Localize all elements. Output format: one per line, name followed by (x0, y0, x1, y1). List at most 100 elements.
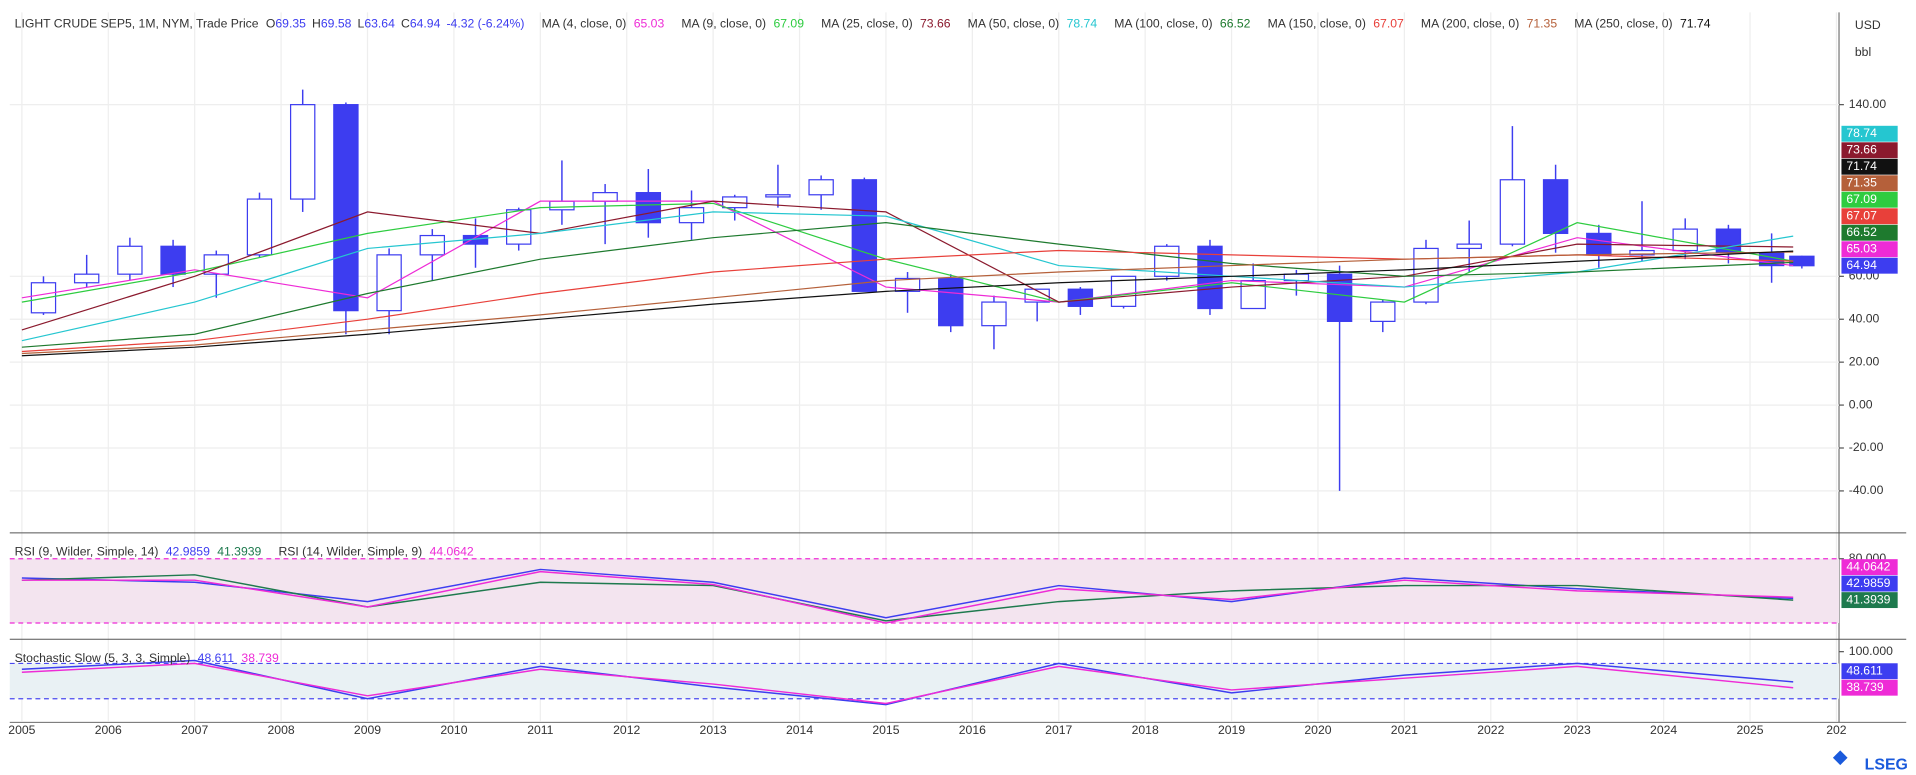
legend-name: MA (4, close, 0) (542, 17, 627, 31)
ohlc-prefix: H (312, 17, 321, 31)
legend-name: MA (250, close, 0) (1574, 17, 1672, 31)
candle-body (851, 179, 878, 292)
x-tick-label: 2009 (354, 723, 381, 737)
legend-name: RSI (14, Wilder, Simple, 9) (278, 545, 422, 559)
legend-value: 71.35 (1527, 17, 1558, 31)
y-tick-label: -40.00 (1849, 483, 1884, 497)
moving-average (21, 200, 1794, 331)
x-tick-label: 2015 (872, 723, 899, 737)
candle-body (73, 273, 100, 284)
value-badge-label: 71.35 (1846, 175, 1877, 189)
legend-value: 38.739 (241, 651, 279, 665)
y-tick-label: 140.00 (1849, 97, 1887, 111)
candle-body (419, 234, 446, 256)
value-badge-label: 67.09 (1846, 192, 1877, 206)
candle-body (592, 192, 618, 202)
value-badge (1841, 663, 1898, 680)
legend: Stochastic Slow (5, 3, 3, Simple) 48.611 3… (15, 651, 279, 665)
x-tick-label: 2025 (1736, 723, 1763, 737)
value-badge (1841, 208, 1898, 225)
candle-body (333, 104, 359, 312)
ohlc-value: 63.64 (364, 17, 395, 31)
value-badge (1841, 175, 1898, 192)
legend: RSI (9, Wilder, Simple, 14) 42.9859 41.393… (15, 545, 474, 559)
x-tick-label: 202 (1826, 723, 1847, 737)
ohlc-value: 69.58 (321, 17, 352, 31)
indicator-line (21, 659, 1794, 706)
legend-name: RSI (9, Wilder, Simple, 14) (15, 545, 159, 559)
legend: LIGHT CRUDE SEP5, 1M, NYM, Trade Price O6… (15, 17, 1711, 31)
legend-value: 65.03 (634, 17, 665, 31)
candle-body (160, 245, 186, 275)
candle-body (938, 277, 964, 327)
candle-body (246, 198, 273, 256)
x-tick-label: 2021 (1391, 723, 1418, 737)
legend-name: MA (50, close, 0) (968, 17, 1060, 31)
moving-average (21, 250, 1794, 357)
x-tick-label: 2013 (700, 723, 727, 737)
candle-body (1370, 301, 1396, 322)
candle-body (1456, 243, 1482, 250)
x-tick-label: 2022 (1477, 723, 1504, 737)
x-tick-label: 2011 (527, 723, 553, 737)
x-tick-label: 2018 (1132, 723, 1159, 737)
value-badge-label: 48.611 (1846, 663, 1883, 677)
ohlc-value: 64.94 (410, 17, 441, 31)
value-badge-label: 64.94 (1846, 258, 1877, 272)
value-badge (1841, 592, 1898, 609)
legend-value: 67.09 (773, 17, 804, 31)
candle-body (808, 179, 834, 196)
value-badge (1841, 191, 1898, 208)
value-badge (1841, 257, 1898, 274)
candle-body (1024, 288, 1050, 303)
candle-body (1154, 245, 1180, 277)
value-badge-label: 41.3939 (1846, 592, 1890, 606)
value-badge (1841, 125, 1898, 142)
candle-body (506, 209, 532, 245)
legend-name: MA (25, close, 0) (821, 17, 913, 31)
moving-average (21, 222, 1794, 348)
legend-value: 41.3939 (217, 545, 261, 559)
value-badge-label: 38.739 (1846, 680, 1884, 694)
value-badge (1841, 158, 1898, 175)
x-tick-label: 2008 (268, 723, 295, 737)
x-tick-label: 2023 (1564, 723, 1591, 737)
x-tick-label: 2006 (95, 723, 122, 737)
legend-value: 67.07 (1373, 17, 1404, 31)
legend-value: 66.52 (1220, 17, 1251, 31)
y-tick-label: -20.00 (1849, 440, 1884, 454)
candle-body (549, 200, 575, 211)
value-badge-label: 78.74 (1846, 126, 1877, 140)
candle-body (981, 301, 1007, 327)
instrument-title: LIGHT CRUDE SEP5, 1M, NYM, Trade Price (15, 17, 259, 31)
candle-body (635, 192, 662, 224)
unit: bbl (1855, 45, 1871, 59)
value-badge-label: 42.9859 (1846, 576, 1890, 590)
legend-name: MA (9, close, 0) (681, 17, 766, 31)
ohlc-value: 69.35 (275, 17, 306, 31)
candle-body (1499, 179, 1526, 245)
legend-name: MA (150, close, 0) (1268, 17, 1366, 31)
moving-average (21, 251, 1794, 355)
x-tick-label: 2024 (1650, 723, 1677, 737)
legend-value: 48.611 (198, 651, 235, 665)
candle-body (1542, 179, 1569, 235)
value-badge (1841, 241, 1898, 258)
candle-body (117, 245, 143, 275)
price-change: -4.32 (-6.24%) (446, 17, 524, 31)
legend-value: 78.74 (1067, 17, 1098, 31)
x-tick-label: 2019 (1218, 723, 1245, 737)
x-tick-label: 2016 (959, 723, 986, 737)
x-tick-label: 2020 (1304, 723, 1331, 737)
logo-icon (1832, 750, 1848, 766)
legend-value: 71.74 (1680, 17, 1711, 31)
moving-average (21, 200, 1794, 303)
y-tick-label: 100.000 (1849, 644, 1893, 658)
indicator-line (21, 662, 1794, 705)
value-badge-label: 73.66 (1846, 142, 1877, 156)
indicator-line (21, 574, 1794, 622)
level-band (9, 558, 1840, 624)
